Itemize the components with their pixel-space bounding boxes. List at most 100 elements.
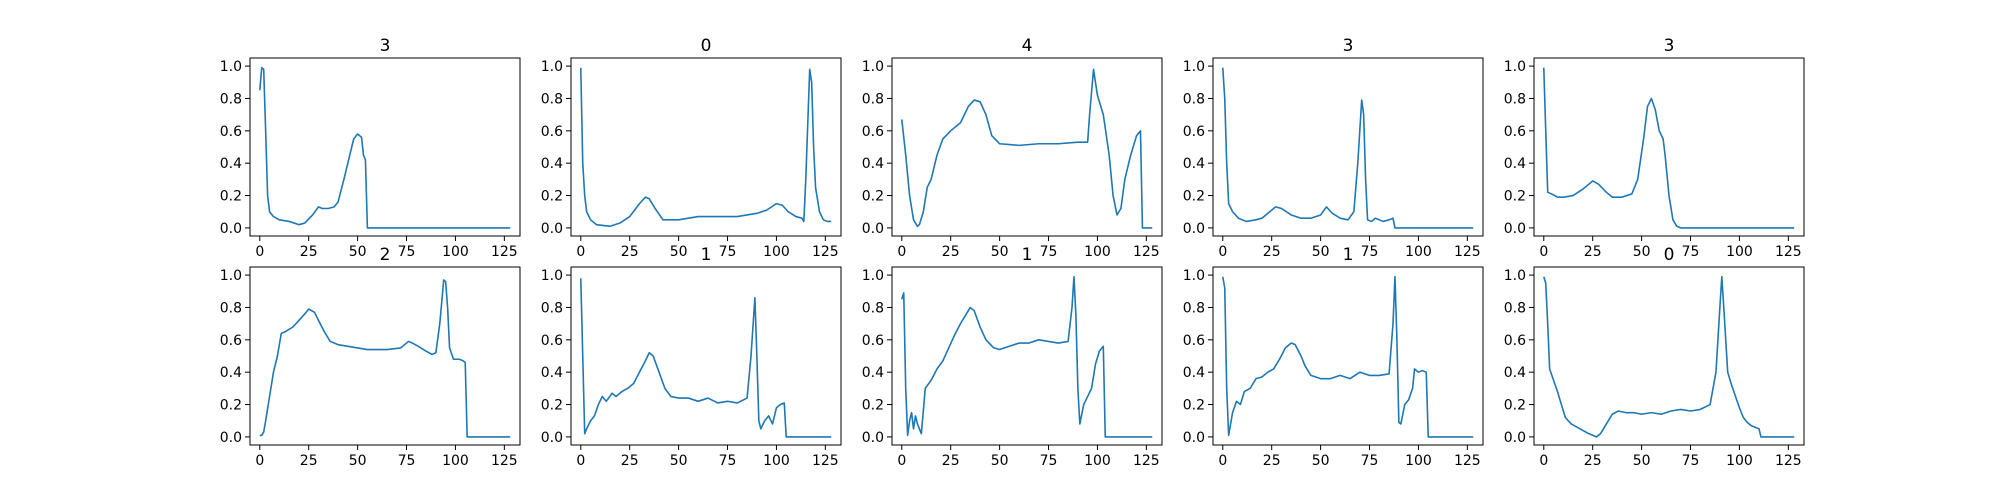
series-line <box>900 68 1153 229</box>
subplot-3: 4 0 25 50 75 100 125 0.0 0.2 0.4 0.6 0.8 1.0 <box>862 36 1163 260</box>
y-tick-label: 0.2 <box>862 398 884 414</box>
y-tick-label: 0.0 <box>1504 221 1526 237</box>
x-tick-label: 0 <box>1218 244 1227 260</box>
x-tick-label: 25 <box>942 453 960 469</box>
y-tick-label: 0.2 <box>541 189 563 205</box>
x-tick-label: 100 <box>763 453 790 469</box>
x-tick-label: 75 <box>1361 453 1379 469</box>
y-tick-label: 0.8 <box>541 300 563 316</box>
y-tick-label: 0.0 <box>541 430 563 446</box>
y-tick-label: 0.8 <box>1183 91 1205 107</box>
y-tick-label: 0.8 <box>1504 300 1526 316</box>
x-tick-label: 125 <box>1133 244 1160 260</box>
x-tick-label: 125 <box>1454 244 1481 260</box>
y-tick-label: 0.0 <box>541 221 563 237</box>
x-tick-label: 50 <box>349 453 367 469</box>
x-tick-label: 0 <box>255 244 264 260</box>
subplot-8: 1 0 25 50 75 100 125 0.0 0.2 0.4 0.6 0.8 1.0 <box>862 245 1163 469</box>
axes-frame <box>570 57 842 237</box>
subplot-2: 0 0 25 50 75 100 125 0.0 0.2 0.4 0.6 0.8 1.0 <box>541 36 842 260</box>
x-tick-label: 50 <box>991 453 1009 469</box>
y-tick-label: 0.4 <box>862 365 884 381</box>
subplot-title: 1 <box>1022 245 1033 265</box>
x-tick-label: 125 <box>491 244 518 260</box>
x-tick-label: 50 <box>991 244 1009 260</box>
x-tick-label: 50 <box>670 244 688 260</box>
axes-frame <box>570 266 842 446</box>
x-tick-label: 125 <box>812 453 839 469</box>
axes-frame <box>249 57 521 237</box>
y-tick-label: 0.8 <box>541 91 563 107</box>
y-tick-label: 1.0 <box>1183 59 1205 75</box>
y-tick-label: 0.4 <box>541 156 563 172</box>
series-line <box>901 275 1153 438</box>
x-tick-label: 0 <box>897 244 906 260</box>
subplot-title: 4 <box>1022 36 1033 56</box>
x-tick-label: 0 <box>1539 453 1548 469</box>
axes-frame <box>1533 57 1805 237</box>
series-line <box>1542 67 1795 229</box>
subplot-title: 0 <box>1664 245 1675 265</box>
axes-frame <box>1533 266 1805 446</box>
x-tick-label: 50 <box>1633 453 1651 469</box>
y-tick-label: 1.0 <box>1504 59 1526 75</box>
x-tick-label: 0 <box>1539 244 1548 260</box>
y-tick-label: 0.6 <box>1504 124 1526 140</box>
y-tick-label: 1.0 <box>220 59 242 75</box>
x-tick-label: 100 <box>1405 453 1432 469</box>
y-tick-label: 0.8 <box>862 300 884 316</box>
x-tick-label: 125 <box>1775 244 1802 260</box>
y-tick-label: 0.4 <box>1504 365 1526 381</box>
y-tick-label: 0.6 <box>220 333 242 349</box>
y-tick-label: 0.8 <box>220 91 242 107</box>
y-tick-label: 0.2 <box>1504 398 1526 414</box>
x-tick-label: 0 <box>897 453 906 469</box>
y-tick-label: 1.0 <box>220 268 242 284</box>
y-tick-label: 0.0 <box>862 430 884 446</box>
x-tick-label: 50 <box>349 244 367 260</box>
x-tick-label: 125 <box>1775 453 1802 469</box>
y-tick-label: 0.2 <box>220 189 242 205</box>
y-tick-label: 0.6 <box>1183 124 1205 140</box>
axes-frame <box>891 266 1163 446</box>
y-tick-label: 0.2 <box>862 189 884 205</box>
y-tick-label: 0.8 <box>220 300 242 316</box>
series-line <box>579 67 832 228</box>
y-tick-label: 0.4 <box>862 156 884 172</box>
axes-frame <box>1212 266 1484 446</box>
x-tick-label: 75 <box>1361 244 1379 260</box>
x-tick-label: 75 <box>398 453 416 469</box>
y-tick-label: 0.6 <box>862 333 884 349</box>
subplot-5: 3 0 25 50 75 100 125 0.0 0.2 0.4 0.6 0.8 1.0 <box>1504 36 1805 260</box>
y-tick-label: 1.0 <box>862 268 884 284</box>
y-tick-label: 0.2 <box>541 398 563 414</box>
y-tick-label: 0.0 <box>220 221 242 237</box>
x-tick-label: 125 <box>1454 453 1481 469</box>
subplot-title: 1 <box>1343 245 1354 265</box>
y-tick-label: 0.8 <box>1504 91 1526 107</box>
x-tick-label: 0 <box>576 244 585 260</box>
x-tick-label: 50 <box>1312 244 1330 260</box>
y-tick-label: 0.4 <box>1504 156 1526 172</box>
x-tick-label: 25 <box>621 453 639 469</box>
y-tick-label: 0.2 <box>1504 189 1526 205</box>
x-tick-label: 100 <box>1726 244 1753 260</box>
x-tick-label: 25 <box>300 244 318 260</box>
x-tick-label: 25 <box>1584 244 1602 260</box>
y-tick-label: 0.4 <box>1183 365 1205 381</box>
y-tick-label: 0.0 <box>220 430 242 446</box>
x-tick-label: 100 <box>1084 244 1111 260</box>
y-tick-label: 0.6 <box>541 333 563 349</box>
y-tick-label: 0.0 <box>1504 430 1526 446</box>
x-tick-label: 125 <box>812 244 839 260</box>
x-tick-label: 75 <box>1682 453 1700 469</box>
subplot-title: 0 <box>701 36 712 56</box>
x-tick-label: 25 <box>1263 244 1281 260</box>
subplot-7: 1 0 25 50 75 100 125 0.0 0.2 0.4 0.6 0.8 1.0 <box>541 245 842 469</box>
series-line <box>579 278 832 438</box>
subplot-10: 0 0 25 50 75 100 125 0.0 0.2 0.4 0.6 0.8 1.0 <box>1504 245 1805 469</box>
x-tick-label: 100 <box>1726 453 1753 469</box>
subplot-title: 1 <box>701 245 712 265</box>
x-tick-label: 0 <box>255 453 264 469</box>
